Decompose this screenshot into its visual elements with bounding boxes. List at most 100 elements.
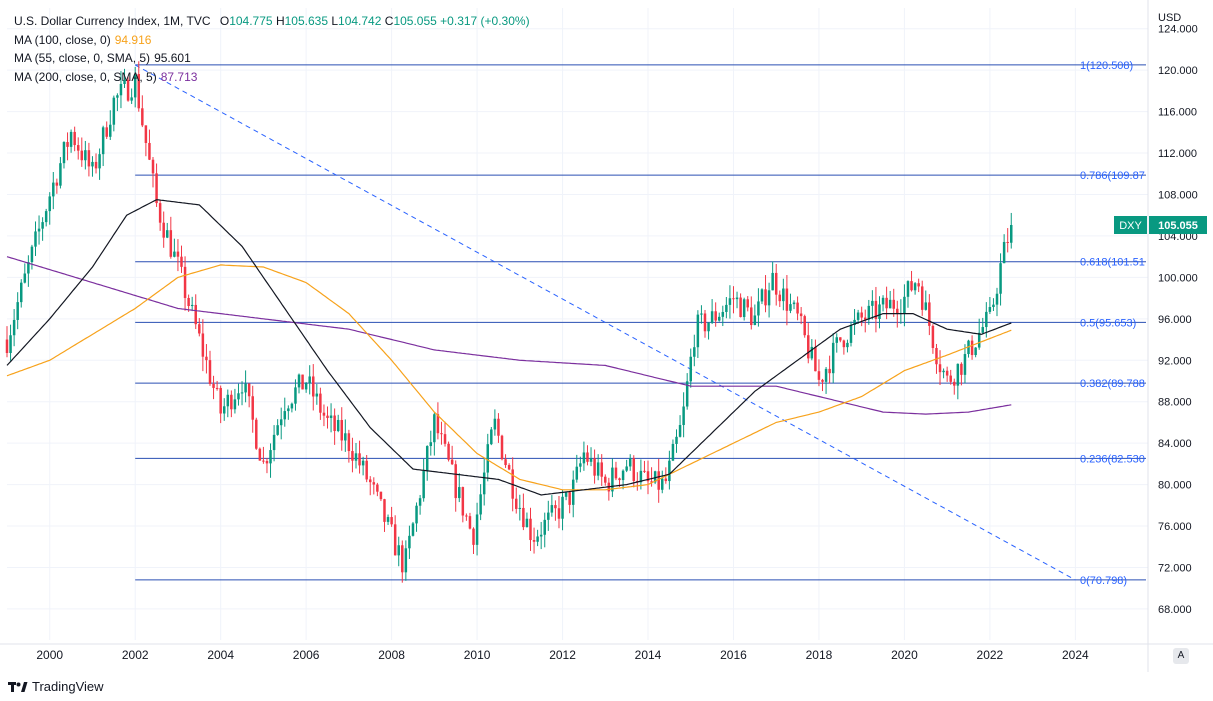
last-price-badge: DXY 105.055 — [1114, 216, 1207, 235]
candle-body — [109, 124, 112, 137]
candle-body — [433, 414, 436, 443]
candle-body — [91, 161, 94, 167]
candle-body — [84, 150, 87, 161]
candle-body — [586, 452, 589, 462]
candle — [194, 294, 197, 330]
candle-body — [625, 466, 628, 471]
candle — [725, 297, 728, 319]
candle — [76, 137, 80, 160]
tradingview-logo[interactable]: TradingView — [8, 679, 104, 694]
candle-body — [579, 463, 582, 467]
candle — [639, 459, 643, 490]
candle — [429, 430, 433, 456]
symbol-badge-bg — [1114, 216, 1147, 235]
candle-body — [297, 374, 301, 388]
candle — [881, 295, 885, 312]
time-tick-label: 2016 — [720, 648, 747, 662]
candle — [920, 280, 924, 316]
legend-ohlc-row[interactable]: U.S. Dollar Currency Index, 1M, TVC O104… — [14, 12, 530, 31]
candle — [611, 458, 614, 498]
candle-body — [685, 381, 689, 407]
candle-body — [190, 304, 194, 307]
candle — [757, 288, 760, 327]
candle-body — [703, 313, 707, 332]
legend-ma200-row[interactable]: MA (200, close, 0, SMA, 5) 87.713 — [14, 68, 530, 87]
trendline[interactable] — [134, 64, 1076, 581]
ma200-label: MA (200, close, 0, SMA, 5) — [14, 69, 157, 84]
candle-body — [600, 462, 603, 477]
candle-body — [201, 333, 205, 357]
candle-body — [80, 150, 84, 161]
candle — [37, 215, 41, 245]
fib-retracement[interactable]: 1(120.508) 0.786(109.87 0.618(101.51 0.5(95… — [135, 60, 1146, 587]
candle — [447, 441, 450, 462]
candle-body — [176, 251, 180, 257]
candle — [789, 293, 792, 314]
candle-body — [376, 484, 379, 492]
candle — [892, 288, 895, 317]
candle-body — [386, 517, 390, 522]
candle-body — [960, 363, 963, 375]
candle-body — [393, 524, 397, 556]
candle — [942, 368, 945, 379]
candle-body — [450, 459, 454, 465]
candle — [853, 309, 856, 335]
candle — [244, 370, 247, 403]
candle — [582, 441, 586, 471]
price-tick-label: 120.000 — [1158, 65, 1198, 77]
candle — [906, 280, 910, 308]
candle-body — [767, 290, 771, 306]
time-tick-label: 2014 — [635, 648, 662, 662]
candle — [564, 491, 568, 501]
candle-body — [479, 494, 482, 515]
candle-body — [714, 311, 717, 321]
candle-body — [5, 339, 9, 354]
candle-body — [799, 313, 803, 317]
candle-body — [340, 419, 343, 441]
candle-body — [169, 230, 173, 257]
candle-body — [985, 311, 988, 328]
candle-body — [621, 470, 625, 481]
candle-body — [19, 282, 23, 303]
candle-body — [390, 517, 393, 525]
candle — [525, 512, 529, 528]
candle — [19, 279, 23, 308]
candle-body — [700, 313, 703, 315]
candle — [717, 312, 721, 322]
candle-body — [910, 281, 913, 291]
candle — [703, 309, 707, 338]
high-value: 105.635 — [284, 14, 328, 28]
chart-legend: U.S. Dollar Currency Index, 1M, TVC O104… — [14, 12, 530, 86]
legend-ma100-row[interactable]: MA (100, close, 0) 94.916 — [14, 31, 530, 50]
candle — [347, 429, 351, 463]
candle — [661, 470, 664, 494]
candle-body — [981, 327, 985, 333]
dashed-trendline[interactable] — [134, 64, 1076, 581]
candle — [557, 495, 561, 529]
legend-ma55-row[interactable]: MA (55, close, 0, SMA, 5) 95.601 — [14, 49, 530, 68]
candle — [874, 286, 878, 333]
candle — [604, 474, 607, 486]
fib-level-label: 0.786(109.87 — [1080, 170, 1145, 182]
candle — [621, 469, 625, 490]
candle — [148, 129, 151, 161]
candle — [949, 369, 952, 385]
candle — [265, 458, 269, 474]
candle — [73, 126, 76, 152]
candle-body — [632, 458, 636, 481]
auto-scale-button[interactable]: A — [1173, 648, 1189, 664]
candle-body — [828, 368, 831, 374]
candle-body — [98, 154, 101, 169]
candle-body — [571, 479, 575, 505]
candle — [133, 66, 137, 108]
candle — [16, 292, 19, 330]
candle-body — [493, 418, 497, 430]
candle — [404, 540, 408, 581]
candle — [215, 380, 219, 391]
candle-body — [368, 479, 372, 483]
candle-body — [34, 231, 37, 247]
candle — [230, 390, 233, 418]
candle — [614, 461, 618, 481]
candle-body — [62, 142, 66, 164]
